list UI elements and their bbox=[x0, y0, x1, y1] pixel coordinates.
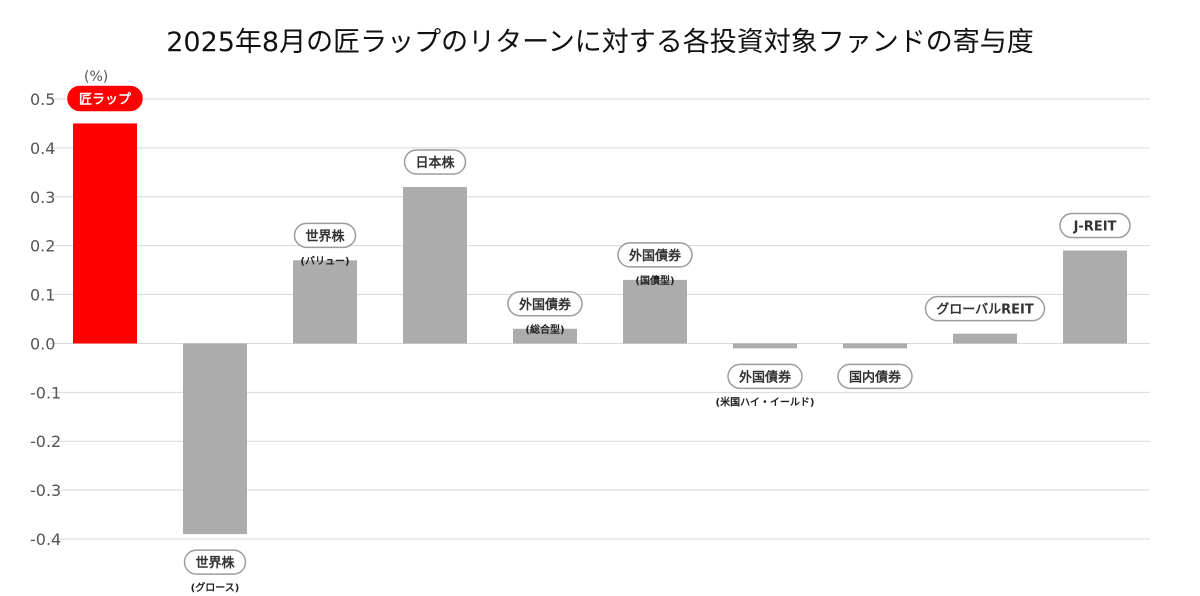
y-tick-label: 0.0 bbox=[30, 334, 55, 353]
category-label: 外国債券 bbox=[518, 297, 572, 313]
y-tick-label: 0.3 bbox=[30, 188, 55, 207]
y-tick-label: -0.3 bbox=[30, 481, 61, 500]
category-label: 外国債券 bbox=[738, 369, 792, 385]
category-label: 外国債券 bbox=[628, 248, 682, 264]
y-tick-label: 0.1 bbox=[30, 286, 55, 305]
bars bbox=[73, 123, 1127, 535]
category-badge bbox=[727, 363, 803, 390]
category-sublabel: (国債型) bbox=[635, 274, 674, 287]
category-label: 国内債券 bbox=[849, 369, 902, 385]
bar bbox=[513, 328, 577, 344]
category-badge bbox=[1059, 212, 1131, 239]
chart-title: 2025年8月の匠ラップのリターンに対する各投資対象ファンドの寄与度 bbox=[166, 27, 1034, 58]
bar bbox=[953, 333, 1017, 344]
category-badge bbox=[403, 149, 467, 175]
category-label: J-REIT bbox=[1073, 220, 1117, 235]
category-sublabel: (グロース) bbox=[191, 581, 240, 594]
category-badge bbox=[617, 242, 693, 268]
category-sublabel: (米国ハイ・イールド) bbox=[716, 395, 815, 408]
category-badge bbox=[67, 85, 143, 112]
y-tick-label: 0.4 bbox=[30, 139, 55, 158]
category-badge bbox=[924, 295, 1046, 322]
y-tick-label: -0.1 bbox=[30, 383, 61, 402]
category-sublabel: (バリュー) bbox=[300, 255, 349, 267]
bar bbox=[623, 279, 687, 344]
category-label: 日本株 bbox=[415, 155, 455, 171]
category-badge bbox=[183, 549, 247, 575]
bar bbox=[843, 343, 907, 349]
bar bbox=[733, 343, 797, 349]
y-axis: (%) 0.5 0.4 0.3 0.2 0.1 0.0 -0.1 -0.2 -0.3 -0.4 bbox=[30, 69, 108, 549]
y-axis-unit-label: (%) bbox=[84, 69, 108, 85]
bar bbox=[73, 123, 137, 344]
category-sublabel: (総合型) bbox=[525, 323, 564, 336]
bar bbox=[1063, 250, 1127, 344]
y-tick-label: -0.2 bbox=[30, 432, 61, 451]
category-badge bbox=[837, 363, 913, 390]
category-badge bbox=[293, 222, 357, 249]
category-label: 世界株 bbox=[305, 228, 345, 244]
bar bbox=[403, 187, 467, 344]
category-label: 世界株 bbox=[195, 555, 235, 571]
category-label: グローバルREIT bbox=[936, 302, 1034, 318]
bar bbox=[183, 343, 247, 535]
bar bbox=[293, 260, 357, 344]
y-tick-label: -0.4 bbox=[30, 530, 61, 549]
category-label: 匠ラップ bbox=[79, 92, 132, 107]
y-tick-label: 0.5 bbox=[30, 90, 55, 109]
category-badge bbox=[507, 291, 583, 317]
y-tick-label: 0.2 bbox=[30, 237, 55, 256]
